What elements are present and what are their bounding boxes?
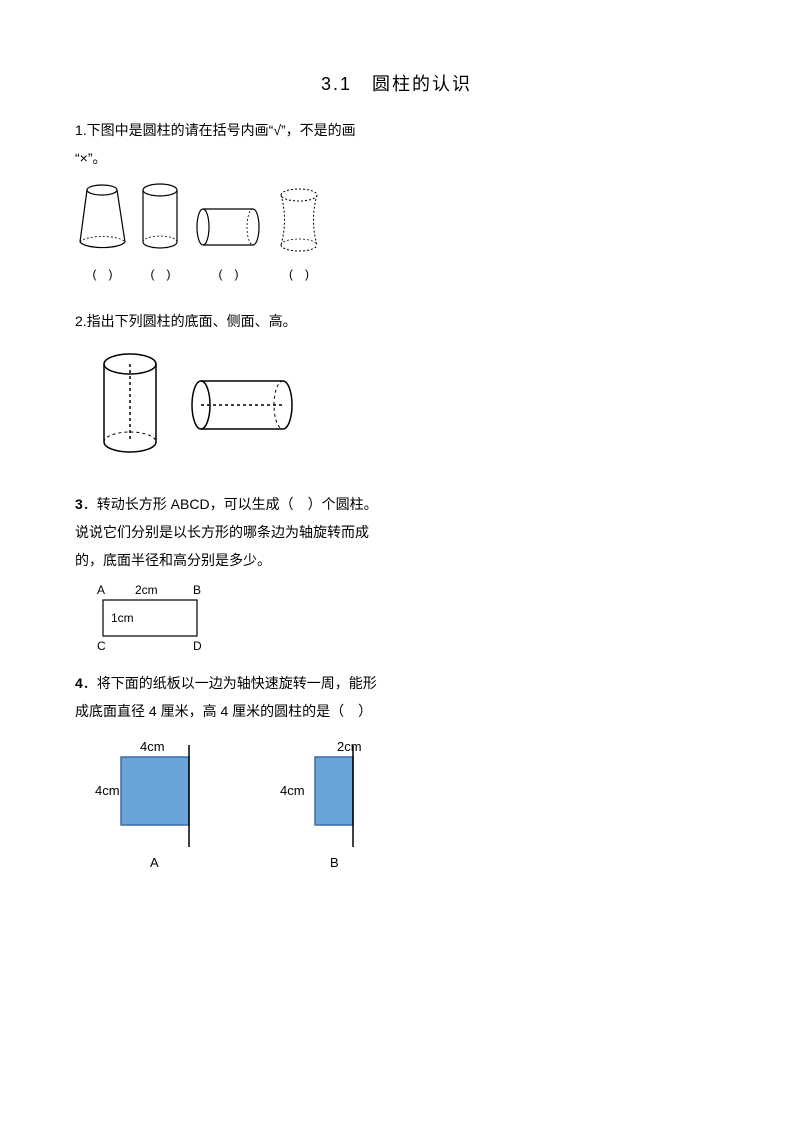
label-A: A bbox=[97, 583, 105, 597]
label-C: C bbox=[97, 639, 106, 653]
q2-cylinder-horizontal bbox=[185, 370, 300, 440]
a-top-label: 4cm bbox=[140, 739, 165, 754]
q1-paren-row: ( ) ( ) ( ) ( ) bbox=[75, 265, 718, 282]
q3-rectangle: A 2cm B 1cm C D bbox=[85, 582, 718, 654]
label-D: D bbox=[193, 639, 202, 653]
shape-frustum bbox=[75, 180, 130, 255]
q4-line2: 成底面直径 4 厘米，高 4 厘米的圆柱的是（ ） bbox=[75, 697, 718, 725]
question-4: 4．将下面的纸板以一边为轴快速旋转一周，能形 成底面直径 4 厘米，高 4 厘米… bbox=[75, 669, 718, 875]
b-label: B bbox=[330, 855, 339, 870]
question-2: 2.指出下列圆柱的底面、侧面、高。 bbox=[75, 307, 718, 460]
shape-cylinder-vertical bbox=[138, 180, 183, 255]
b-left-label: 4cm bbox=[280, 783, 305, 798]
q1-text-line1: 1.下图中是圆柱的请在括号内画“√”，不是的画 bbox=[75, 116, 718, 144]
q3-line1: 33．转动长方形 ABCD，可以生成（ ）个圆柱。．转动长方形 ABCD，可以生… bbox=[75, 490, 718, 518]
b-top-label: 2cm bbox=[337, 739, 362, 754]
paren-2: ( ) bbox=[138, 265, 183, 282]
q3-line3: 的，底面半径和高分别是多少。 bbox=[75, 546, 718, 574]
q1-text-line2: “×”。 bbox=[75, 144, 718, 172]
page-title: 3.1 圆柱的认识 bbox=[75, 70, 718, 96]
question-1: 1.下图中是圆柱的请在括号内画“√”，不是的画 “×”。 bbox=[75, 116, 718, 282]
q4-figures: 4cm 4cm A 2cm 4cm B bbox=[95, 735, 718, 875]
paren-3: ( ) bbox=[191, 265, 266, 282]
q3-line2: 说说它们分别是以长方形的哪条边为轴旋转而成 bbox=[75, 518, 718, 546]
question-3: 33．转动长方形 ABCD，可以生成（ ）个圆柱。．转动长方形 ABCD，可以生… bbox=[75, 490, 718, 654]
q4-fig-a: 4cm 4cm A bbox=[95, 735, 215, 875]
shape-drum bbox=[274, 185, 324, 255]
a-label: A bbox=[150, 855, 159, 870]
q4-fig-b: 2cm 4cm B bbox=[275, 735, 375, 875]
q1-shapes bbox=[75, 180, 718, 255]
paren-1: ( ) bbox=[75, 265, 130, 282]
q2-cylinder-vertical bbox=[95, 350, 165, 460]
label-B: B bbox=[193, 583, 201, 597]
label-2cm: 2cm bbox=[135, 583, 158, 597]
shape-cylinder-horizontal bbox=[191, 200, 266, 255]
label-1cm: 1cm bbox=[111, 611, 134, 625]
q4-line1: 4．将下面的纸板以一边为轴快速旋转一周，能形 bbox=[75, 669, 718, 697]
paren-4: ( ) bbox=[274, 265, 324, 282]
a-left-label: 4cm bbox=[95, 783, 120, 798]
q2-text: 2.指出下列圆柱的底面、侧面、高。 bbox=[75, 307, 718, 335]
